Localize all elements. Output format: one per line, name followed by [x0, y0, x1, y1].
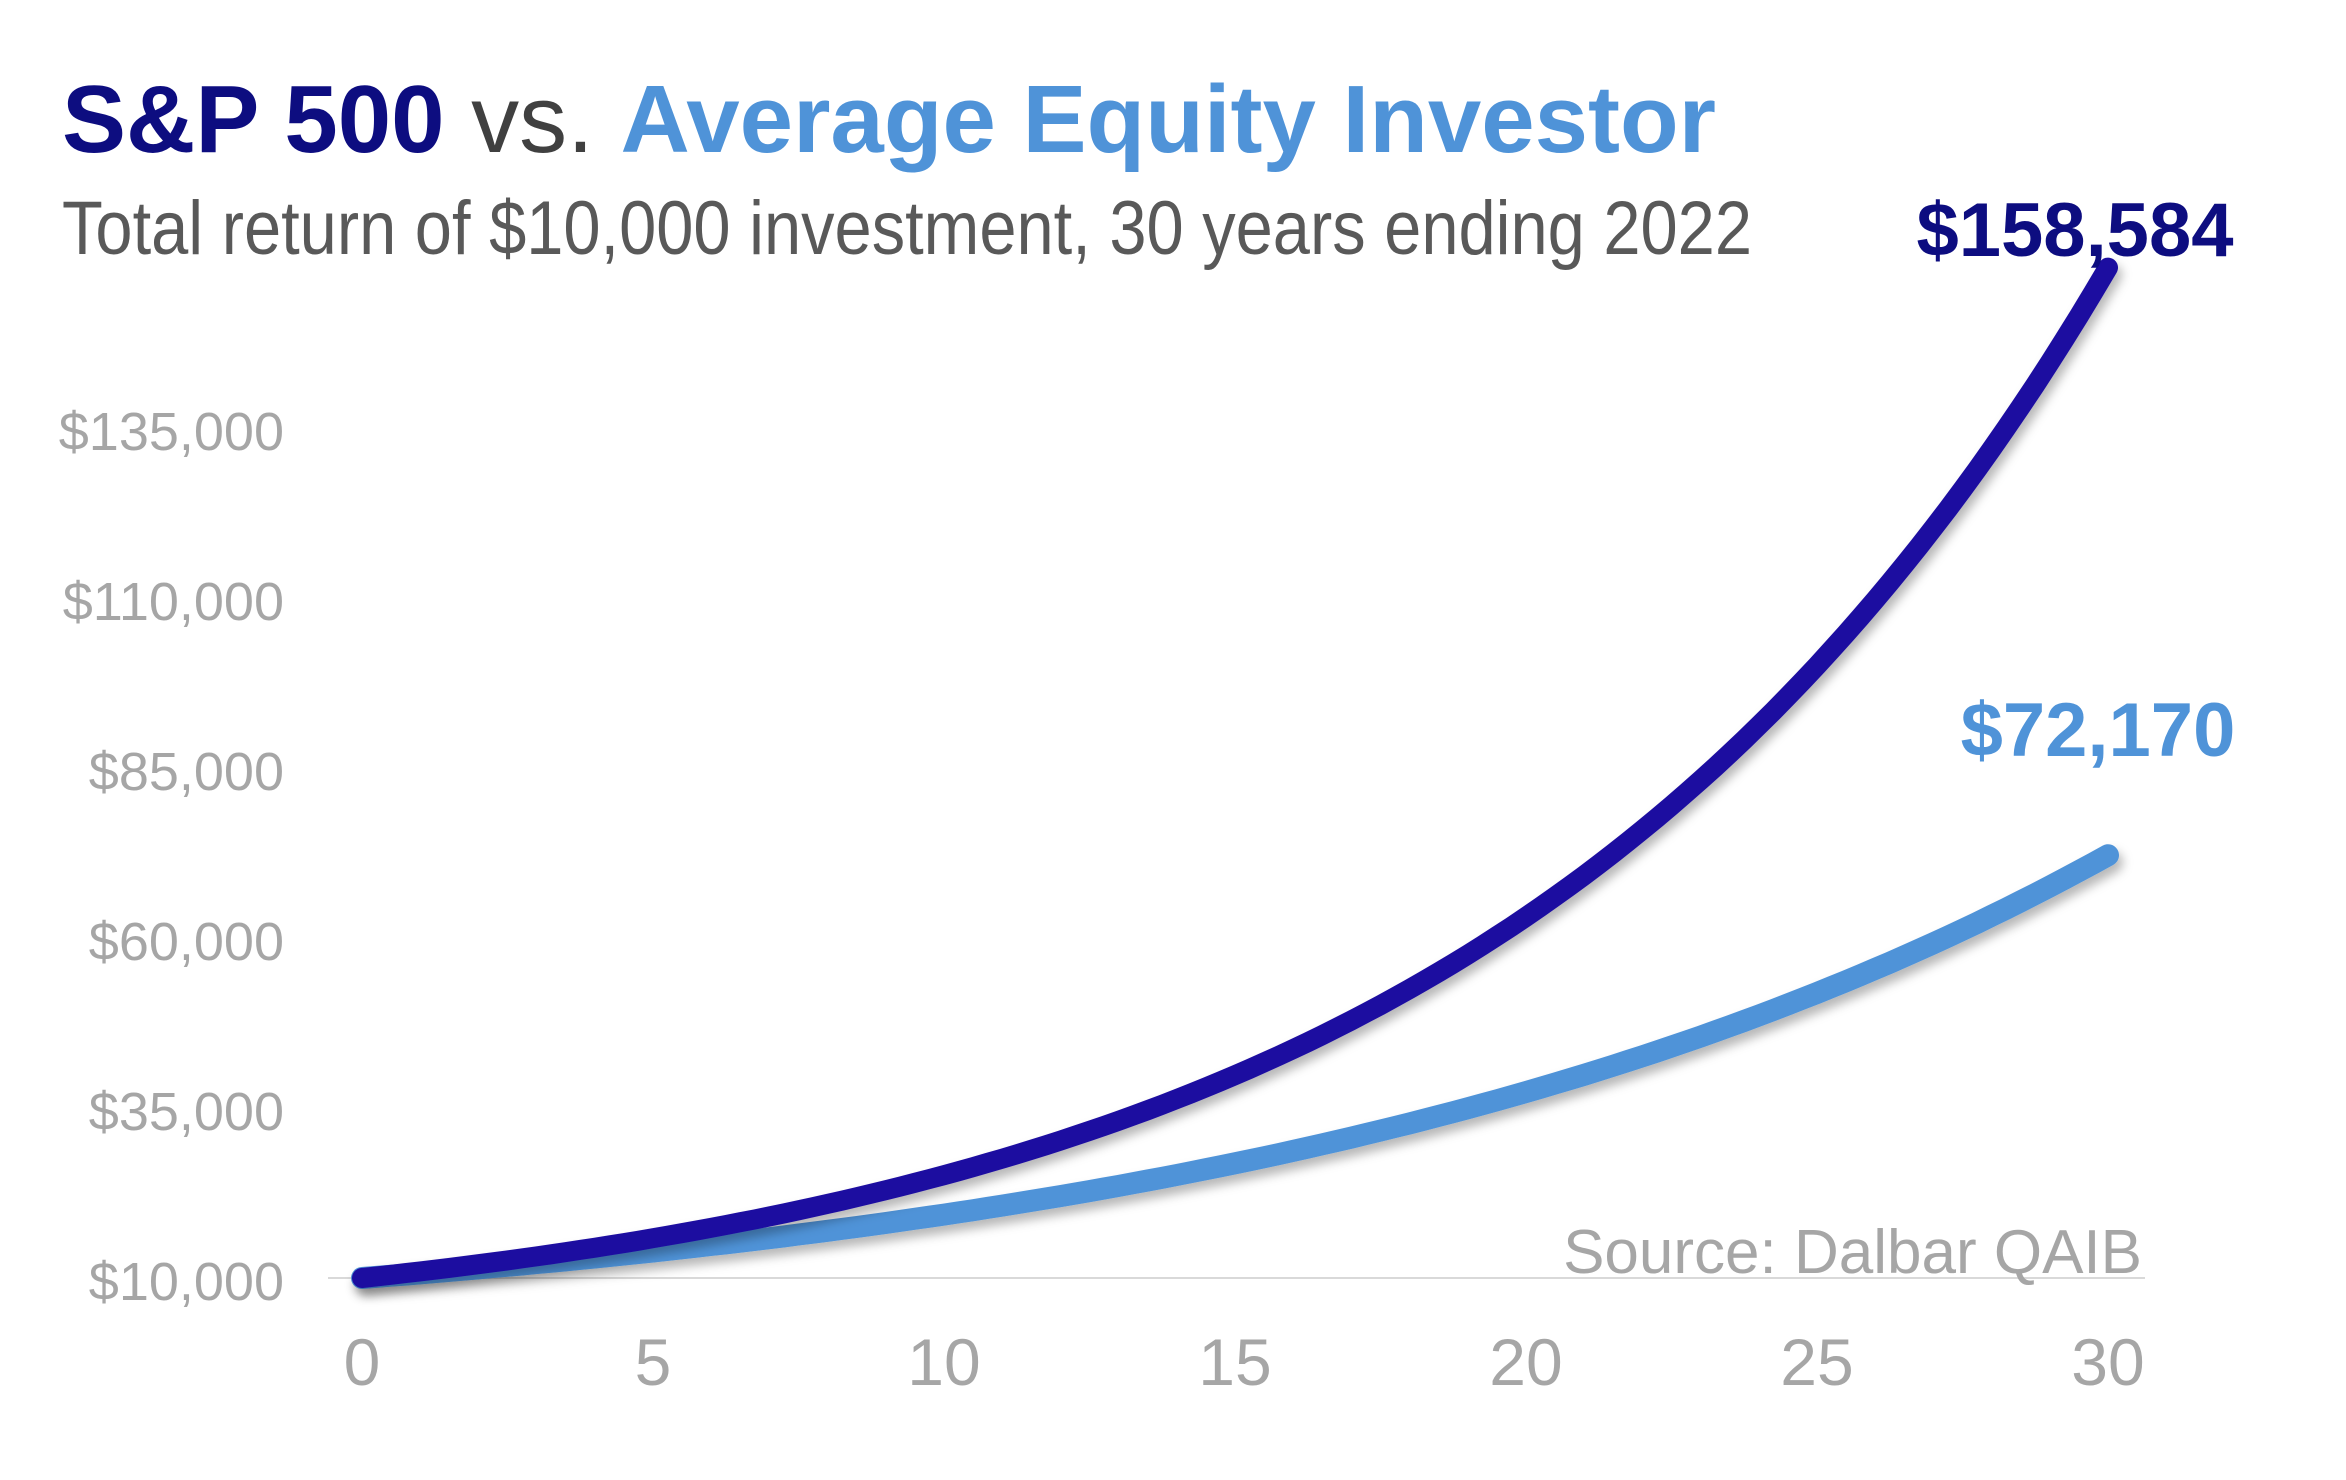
x-tick-label: 15 [1198, 1325, 1271, 1399]
y-tick-label: $35,000 [89, 1082, 284, 1142]
x-tick-label: 20 [1489, 1325, 1562, 1399]
title-vs: vs. [445, 66, 621, 173]
x-tick-label: 25 [1780, 1325, 1853, 1399]
x-tick-label: 10 [907, 1325, 980, 1399]
title-sp500: S&P 500 [62, 66, 445, 173]
investor-series-line [351, 844, 2119, 1289]
investor-end-label: $72,170 [1961, 688, 2236, 773]
y-tick-label: $10,000 [89, 1252, 284, 1312]
y-axis: $10,000 $35,000 $60,000 $85,000 $110,000 $135… [59, 402, 284, 1312]
title-investor: Average Equity Investor [621, 66, 1716, 173]
sp500-series-line [352, 257, 2118, 1288]
y-tick-label: $135,000 [59, 402, 284, 462]
y-tick-label: $110,000 [63, 572, 284, 632]
x-tick-label: 5 [635, 1325, 672, 1399]
series-layer [351, 257, 2119, 1289]
source-note: Source: Dalbar QAIB [1563, 1218, 2142, 1287]
x-axis: 0 5 10 15 20 25 30 [344, 1325, 2145, 1399]
chart-subtitle: Total return of $10,000 investment, 30 y… [62, 186, 1752, 271]
x-tick-label: 30 [2071, 1325, 2144, 1399]
x-tick-label: 0 [344, 1325, 381, 1399]
y-tick-label: $85,000 [89, 742, 284, 802]
y-tick-label: $60,000 [89, 912, 284, 972]
sp500-end-label: $158,584 [1917, 188, 2234, 273]
chart-title: S&P 500 vs. Average Equity Investor [62, 66, 1716, 173]
